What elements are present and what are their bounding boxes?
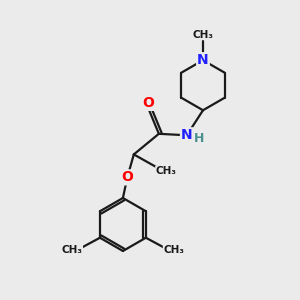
Text: CH₃: CH₃: [61, 244, 82, 254]
Text: N: N: [197, 53, 209, 67]
Text: O: O: [122, 170, 133, 184]
Text: CH₃: CH₃: [193, 30, 214, 40]
Text: CH₃: CH₃: [163, 244, 184, 254]
Text: H: H: [194, 132, 204, 145]
Text: CH₃: CH₃: [156, 166, 177, 176]
Text: N: N: [181, 128, 193, 142]
Text: O: O: [142, 96, 154, 110]
